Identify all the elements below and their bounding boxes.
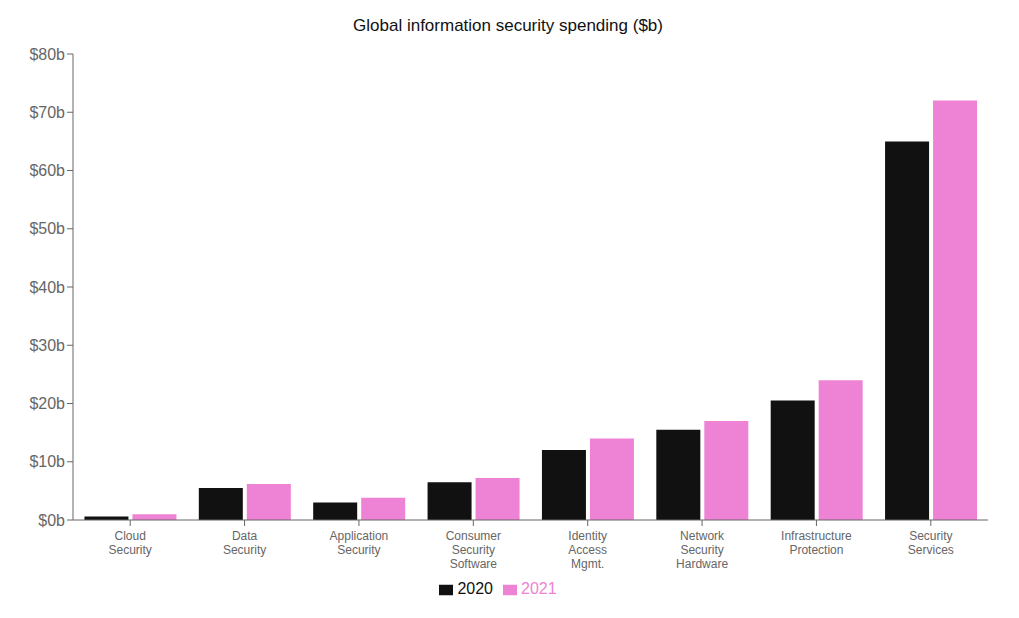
svg-text:$20b: $20b [29,395,65,412]
svg-text:SecurityServices: SecurityServices [908,529,954,557]
svg-text:$60b: $60b [29,162,65,179]
svg-text:ConsumerSecuritySoftware: ConsumerSecuritySoftware [446,529,501,571]
svg-text:ApplicationSecurity: ApplicationSecurity [330,529,389,557]
svg-text:CloudSecurity: CloudSecurity [109,529,152,557]
svg-text:IdentityAccessMgmt.: IdentityAccessMgmt. [568,529,607,571]
svg-text:DataSecurity: DataSecurity [223,529,266,557]
svg-text:$0b: $0b [38,512,65,529]
svg-text:InfrastructureProtection: InfrastructureProtection [781,529,852,557]
svg-text:$40b: $40b [29,279,65,296]
svg-text:$50b: $50b [29,220,65,237]
svg-text:$10b: $10b [29,453,65,470]
html-text:2021: 2021 [521,580,557,597]
svg-text:$80b: $80b [29,46,65,63]
html-text:2020: 2020 [457,580,493,597]
html-text:Global information security sp: Global information security spending ($b… [353,16,663,35]
svg-text:$30b: $30b [29,337,65,354]
svg-text:$70b: $70b [29,104,65,121]
svg-text:NetworkSecurityHardware: NetworkSecurityHardware [676,529,728,571]
